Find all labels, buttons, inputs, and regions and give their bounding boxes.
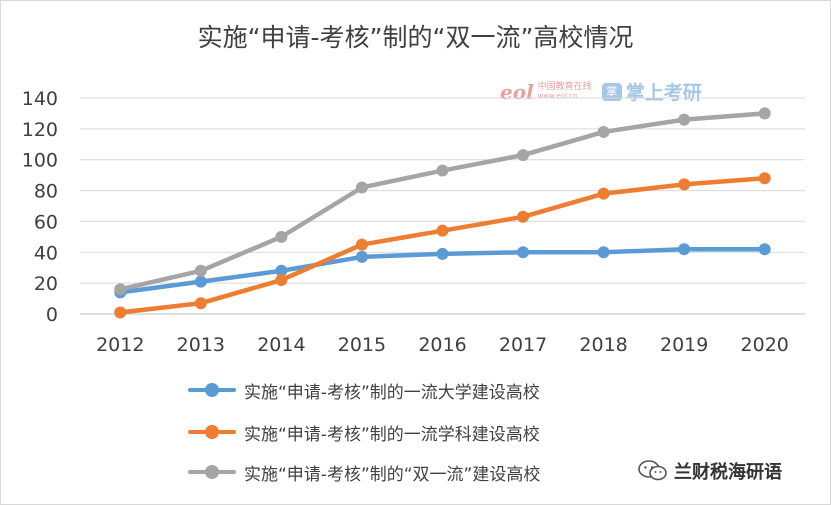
data-point-double-first-class [355,181,368,194]
data-point-discipline [275,274,288,287]
eol-logo-url: www.eol.cn [537,91,578,100]
data-point-double-first-class [758,107,771,120]
x-tick-label: 2020 [741,334,789,356]
data-point-double-first-class [275,230,288,243]
x-tick-label: 2016 [418,334,466,356]
data-point-discipline [758,172,771,185]
legend-swatch-university [188,383,236,397]
y-tick-label: 100 [22,150,58,172]
data-point-university [597,246,610,259]
x-tick-label: 2015 [338,334,386,356]
data-point-university [275,264,288,277]
data-point-university [355,250,368,263]
data-point-double-first-class [436,164,449,177]
data-point-double-first-class [517,149,530,162]
data-point-double-first-class [678,113,691,126]
series-discipline [114,172,771,319]
legend-swatch-discipline [188,425,236,439]
y-axis-ticks: 0 20 40 60 80 100 120 140 [22,88,58,326]
data-point-double-first-class [114,283,127,296]
data-point-double-first-class [597,125,610,138]
series-university [114,243,771,299]
data-point-university [758,243,771,256]
x-axis-ticks: 2012 2013 2014 2015 2016 2017 2018 2019 2020 [96,334,789,356]
data-point-university [517,246,530,259]
legend-item-university: 实施“申请-考核”制的一流大学建设高校 [188,378,540,403]
data-point-discipline [678,178,691,191]
chart-title: 实施“申请-考核”制的“双一流”高校情况 [197,23,634,52]
x-tick-label: 2017 [499,334,547,356]
legend-label-double-first-class: 实施“申请-考核”制的“双一流”建设高校 [244,464,541,485]
legend-item-double-first-class: 实施“申请-考核”制的“双一流”建设高校 [188,460,541,485]
y-tick-label: 20 [34,273,58,295]
signature: 兰财税海研语 [638,458,782,484]
legend-swatch-double-first-class [188,465,236,479]
data-point-university [678,243,691,256]
eol-logo-cn: 中国教育在线 [537,81,592,92]
x-tick-label: 2014 [257,334,305,356]
y-tick-label: 120 [22,119,58,141]
data-point-discipline [597,187,610,200]
y-tick-label: 140 [22,88,58,110]
kaoyan-badge-icon: 掌 [601,82,622,101]
data-point-discipline [355,238,368,251]
signature-text: 兰财税海研语 [674,462,782,483]
data-point-discipline [517,210,530,223]
data-point-discipline [114,306,127,319]
y-tick-label: 60 [34,211,58,233]
y-tick-label: 80 [34,181,58,203]
eol-logo: eol [500,79,534,104]
x-tick-label: 2018 [579,334,627,356]
eol-logo-caption: 中国教育在线 www.eol.cn [537,81,592,101]
series-double-first-class [114,107,771,296]
x-tick-label: 2019 [660,334,708,356]
x-tick-label: 2013 [177,334,225,356]
legend-label-university: 实施“申请-考核”制的一流大学建设高校 [244,382,540,403]
legend-item-discipline: 实施“申请-考核”制的一流学科建设高校 [188,420,540,445]
legend-label-discipline: 实施“申请-考核”制的一流学科建设高校 [244,424,540,445]
y-tick-label: 0 [46,304,58,326]
series-layer [114,107,771,319]
x-tick-label: 2012 [96,334,144,356]
series-line-double-first-class [118,111,767,292]
series-line-discipline [118,175,767,315]
data-point-discipline [194,297,207,310]
data-point-double-first-class [194,264,207,277]
data-point-university [436,247,449,260]
wechat-icon [638,460,667,481]
y-tick-label: 40 [34,242,58,264]
data-point-discipline [436,224,449,237]
data-point-university [194,275,207,288]
